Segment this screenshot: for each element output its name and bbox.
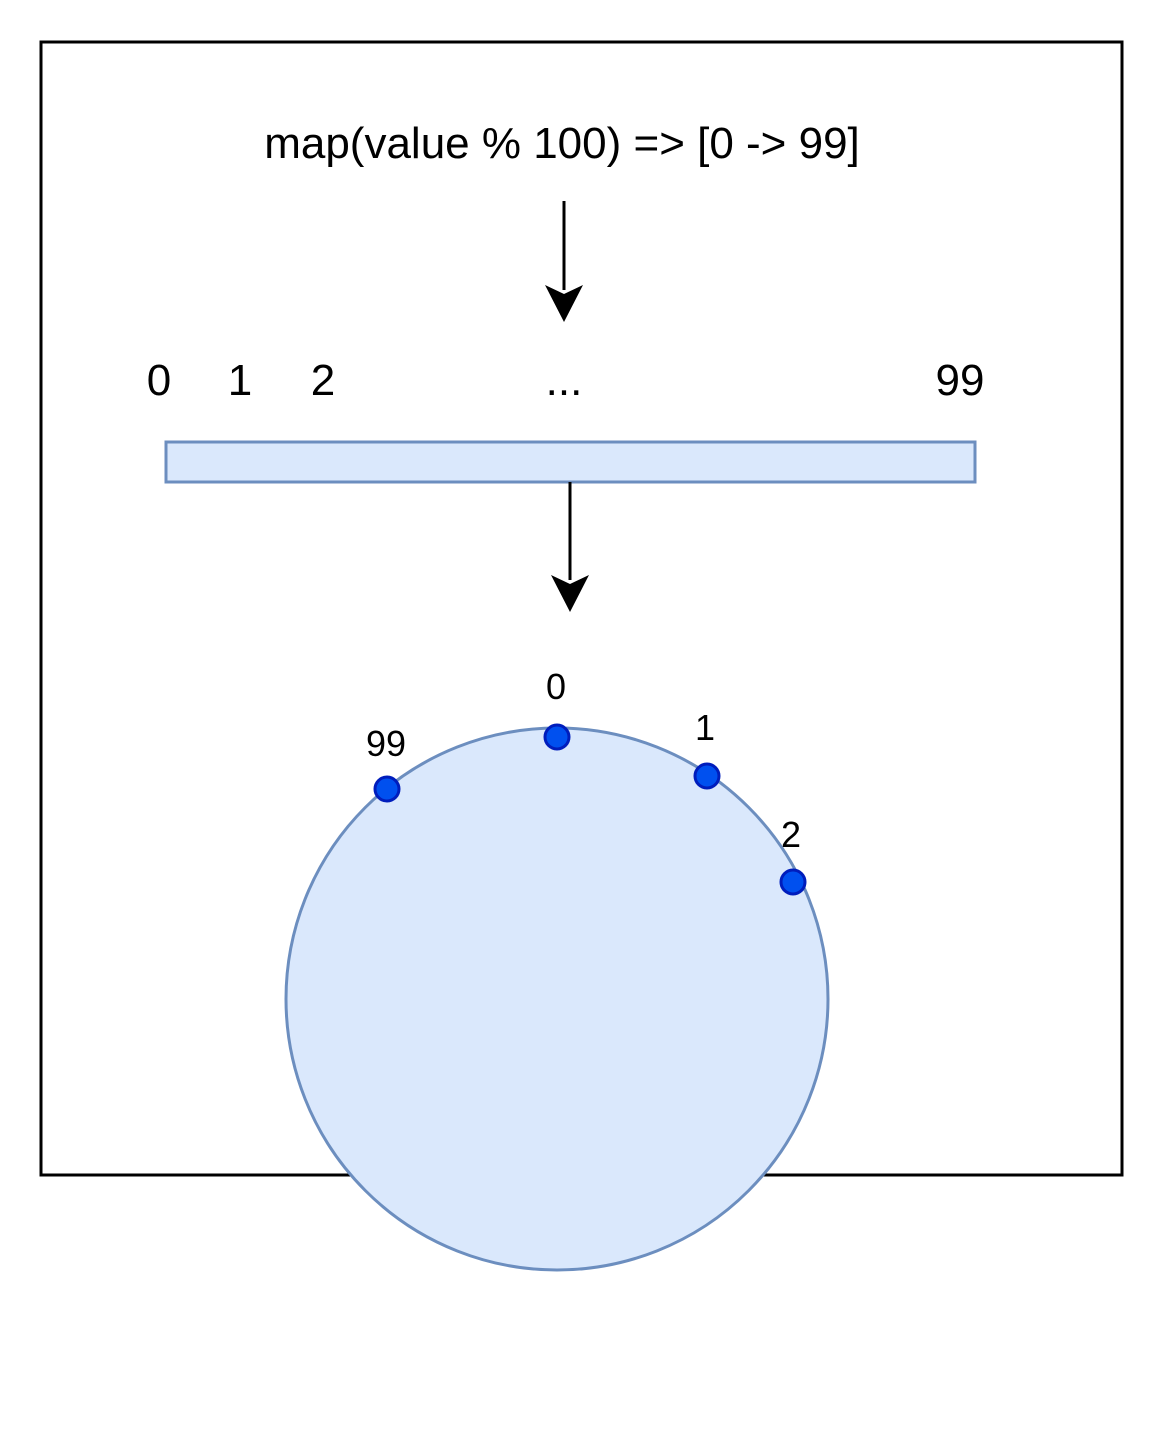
- array-label-0: 0: [147, 356, 171, 405]
- hash-ring: [284, 726, 830, 1272]
- arrow-down-icon: [545, 201, 583, 322]
- ring-node-0: [543, 723, 571, 751]
- array-label-ellipsis: ...: [546, 356, 583, 405]
- array-label-1: 1: [228, 356, 252, 405]
- ring-node-2: [779, 868, 807, 896]
- ring-label-99: 99: [366, 723, 406, 764]
- array-label-99: 99: [936, 356, 985, 405]
- ring-label-2: 2: [781, 814, 801, 855]
- ring-label-0: 0: [546, 666, 566, 707]
- ring-label-1: 1: [695, 707, 715, 748]
- arrow-down-icon: [551, 482, 589, 612]
- ring-node-99: [373, 775, 401, 803]
- ring-node-1: [693, 762, 721, 790]
- array-label-2: 2: [311, 356, 335, 405]
- formula-text: map(value % 100) => [0 -> 99]: [264, 119, 860, 168]
- array-bar: [164, 440, 977, 484]
